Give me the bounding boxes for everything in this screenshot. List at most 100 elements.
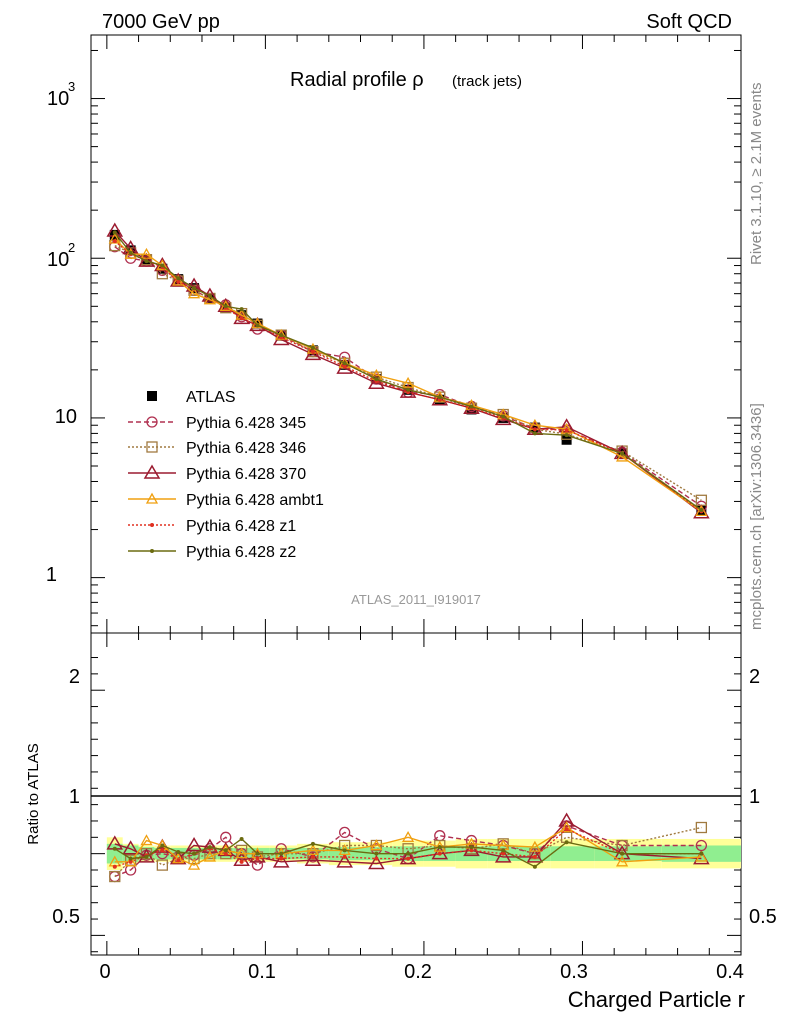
plot-title: Radial profile ρ [290,69,424,91]
main-y-tick-label-100: 10 2 [47,240,75,271]
legend-marker [145,492,159,504]
ratio-point [304,851,322,866]
svg-text:2: 2 [68,240,75,255]
ratio-point [406,856,411,861]
ratio-y-tick-label-0-5-right: 0.5 [749,906,777,928]
ratio-point [560,821,573,833]
data-point [106,222,124,237]
ratio-point [620,851,625,856]
ratio-point [406,851,411,856]
data-point [203,293,217,305]
series-line [114,232,702,511]
svg-text:10: 10 [47,88,69,110]
ratio-point [122,840,139,855]
ratio-point [187,858,201,870]
ratio-line [114,837,702,868]
x-tick-label-0-1: 0.1 [248,961,276,983]
ratio-point [374,851,379,856]
ratio-panel-frame [90,632,742,956]
data-point [112,239,117,244]
ratio-point [469,845,474,850]
data-point [437,395,442,400]
data-point [532,427,537,432]
data-point [255,323,260,328]
data-point [176,279,181,284]
data-point [185,277,203,292]
data-point [695,505,708,517]
x-tick-label-0-2: 0.2 [404,961,432,983]
ratio-point [192,851,197,856]
ratio-series [106,812,710,883]
series-line [114,240,702,512]
ratio-point [279,851,284,856]
ratio-point [272,853,290,868]
ratio-point [128,856,133,861]
ratio-y-tick-label-1: 1 [69,786,80,808]
data-point [501,414,506,419]
main-y-tick-label-1: 1 [46,564,57,586]
legend-marker [150,549,154,553]
ratio-line [114,825,702,878]
ratio-point [615,855,629,867]
ratio-point [239,859,244,864]
ratio-point [223,848,228,853]
data-point [615,450,629,462]
legend-marker [143,464,161,479]
legend-label-370: Pythia 6.428 370 [186,466,306,483]
ratio-point [374,856,379,861]
data-point [112,230,117,235]
ratio-point [695,821,708,834]
band-inner [154,847,171,860]
ratio-point [279,856,284,861]
ratio-point [437,851,442,856]
ratio-point [255,856,260,861]
ratio-point [494,848,512,863]
rivet-label: Rivet 3.1.10, ≥ 2.1M events [748,83,765,266]
data-point [279,333,284,338]
ratio-point [339,826,351,839]
ratio-point [501,848,506,853]
ratio-point [223,851,228,856]
legend-marker [147,391,157,401]
ratio-point [399,850,417,865]
data-point [699,508,704,513]
ratio-series-5 [112,836,704,869]
data-point [140,247,153,259]
data-point [469,404,474,409]
ratio-point [239,836,244,841]
data-point [532,431,537,436]
ratio-point [336,853,353,868]
x-tick-labels: 0 0.1 0.2 0.3 0.4 [99,961,743,983]
series-line [114,244,702,501]
ratio-point [203,850,217,862]
data-point [564,428,569,433]
x-tick-label-0: 0 [99,961,110,983]
ratio-point [140,834,153,846]
legend-label-z1: Pythia 6.428 z1 [186,518,296,535]
header-right: Soft QCD [646,11,732,33]
ratio-point [695,850,708,862]
mcplots-label: mcplots.cern.ch [arXiv:1306.3436] [748,403,765,630]
plot-subtitle: (track jets) [452,73,522,90]
data-point [620,451,625,456]
ratio-point [112,846,117,851]
data-point [401,376,415,388]
ratio-point [342,854,347,859]
ratio-point [564,840,569,845]
ratio-point [156,859,168,871]
data-point [564,433,569,438]
ratio-point [342,848,347,853]
data-point [342,364,347,369]
data-point [239,316,244,321]
legend-label-ambt1: Pythia 6.428 ambt1 [186,492,324,509]
ratio-point [469,848,474,853]
x-tick-label-0-3: 0.3 [560,961,588,983]
header-left: 7000 GeV pp [102,11,220,33]
ratio-point [501,851,506,856]
ratio-point [310,854,315,859]
main-y-tick-label-1000: 10 3 [47,79,75,110]
ratio-point [528,840,542,852]
legend-label-346: Pythia 6.428 346 [186,440,306,457]
data-point [368,374,385,389]
